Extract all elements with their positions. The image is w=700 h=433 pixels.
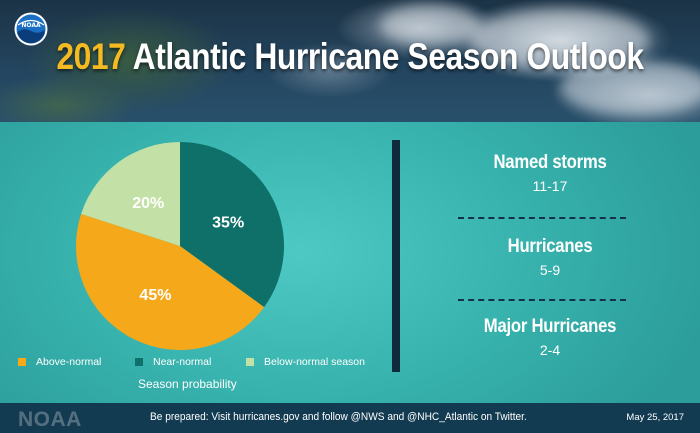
stat-value: 11-17 [532,178,568,194]
title-year: 2017 [56,36,126,77]
legend-swatch [246,358,254,366]
legend-label: Near-normal [153,356,212,368]
pie-slice-below-normal-season [81,142,180,246]
stat-hurricanes: Hurricanes 5-9 [440,236,660,278]
cloud-shape [470,10,650,70]
pie-slice-near-normal [180,142,284,308]
legend-swatch [18,358,26,366]
footer-date: May 25, 2017 [626,412,684,423]
stat-major-hurricanes: Major Hurricanes 2-4 [440,316,660,358]
stat-label: Major Hurricanes [483,316,617,337]
legend-swatch [135,358,143,366]
chart-legend: Above-normal Near-normal Below-normal se… [18,356,398,372]
dashed-separator [458,299,626,301]
stat-named-storms: Named storms 11-17 [440,152,660,194]
dashed-separator [458,217,626,219]
footer-message: Be prepared: Visit hurricanes.gov and fo… [150,411,527,423]
pie-chart: 35% 45% 20% [75,142,284,351]
vertical-divider [392,140,400,372]
footer-logo: NOAA [18,408,82,431]
header-banner: NOAA 2017 Atlantic Hurricane Season Outl… [0,0,700,122]
footer-bar: NOAA Be prepared: Visit hurricanes.gov a… [0,403,700,433]
legend-label: Above-normal [36,356,102,368]
noaa-logo-icon: NOAA [14,12,48,46]
pie-label-near-normal: 35% [212,214,244,231]
cloud-shape [560,60,700,115]
pie-label-below-normal-season: 20% [132,195,164,212]
cloud-shape [380,5,480,45]
chart-caption: Season probability [138,377,237,391]
pie-slice-above-normal [75,213,265,351]
page-title: 2017 Atlantic Hurricane Season Outlook [49,36,651,78]
stat-value: 2-4 [539,342,561,358]
legend-item-near-normal: Near-normal [135,356,211,368]
legend-item-above-normal: Above-normal [18,356,101,368]
stat-value: 5-9 [539,262,561,278]
pie-label-above-normal: 45% [139,287,171,304]
logo-text: NOAA [21,22,41,29]
stat-label: Named storms [493,152,607,173]
legend-label: Below-normal season [264,356,365,368]
legend-item-below-normal: Below-normal season [246,356,365,368]
title-text: Atlantic Hurricane Season Outlook [132,36,644,77]
stat-label: Hurricanes [507,236,593,257]
